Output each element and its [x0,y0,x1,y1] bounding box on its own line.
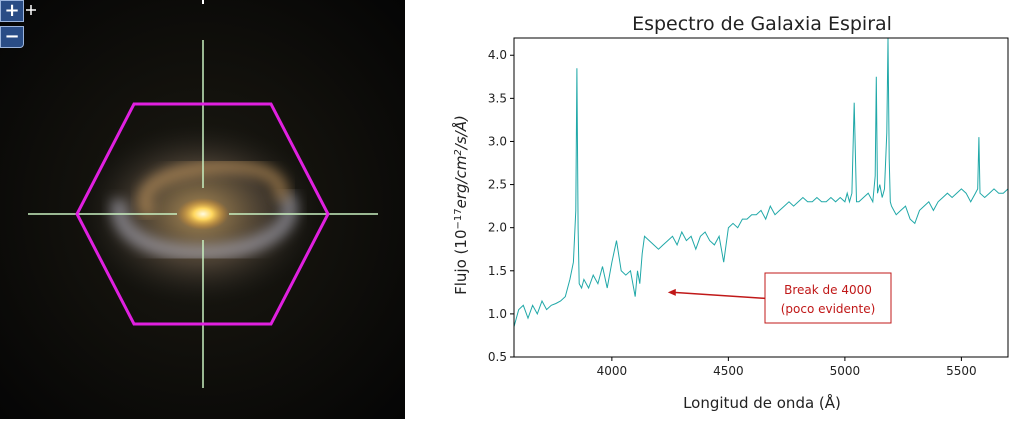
plot-frame [513,37,1009,358]
galaxy-image-panel: + − [0,0,405,419]
annotation-box [764,272,892,324]
x-tick-label: 5000 [830,364,861,378]
fiber-aperture-hexagon [75,102,330,326]
spiral-arm-lower [110,190,298,261]
x-tick-label: 4500 [713,364,744,378]
x-tick-label: 5500 [946,364,977,378]
y-tick-label: 1.0 [488,307,507,321]
y-axis-label: Flujo (10−17erg/cm2/s/Å) [451,115,470,295]
annotation-text-line2: (poco evidente) [781,302,876,316]
y-tick-label: 3.0 [488,134,507,148]
annotation-arrowhead [667,288,676,296]
axis-ticks: 4000 4500 5000 5500 0.5 1.0 1.5 2.0 2.5 3.0 3.5 4.0 [488,48,977,378]
y-tick-label: 2.5 [488,178,507,192]
spectrum-chart: Espectro de Galaxia Espiral 4000 4500 5000… [451,13,1009,412]
plot-area [513,37,1009,327]
x-axis-label: Longitud de onda (Å) [683,393,841,412]
spectrum-line [513,37,1009,327]
y-tick-label: 1.5 [488,264,507,278]
annotation-text-line1: Break de 4000 [784,283,872,297]
zoom-in-button[interactable]: + [0,0,24,22]
move-arrow-icon[interactable] [26,5,36,15]
spectrum-chart-panel: Espectro de Galaxia Espiral 4000 4500 5000… [420,0,1024,419]
zoom-out-button[interactable]: − [0,26,24,48]
crosshair [28,40,378,388]
y-tick-label: 4.0 [488,48,507,62]
y-tick-label: 2.0 [488,221,507,235]
x-tick-label: 4000 [597,364,628,378]
y-tick-label: 3.5 [488,91,507,105]
break-annotation: Break de 4000 (poco evidente) [667,272,892,324]
galaxy-core [177,198,229,230]
galaxy-image [0,0,405,419]
chart-title: Espectro de Galaxia Espiral [632,13,892,35]
annotation-arrow [673,291,766,300]
y-tick-label: 0.5 [488,350,507,364]
spiral-arm-upper [137,159,289,220]
